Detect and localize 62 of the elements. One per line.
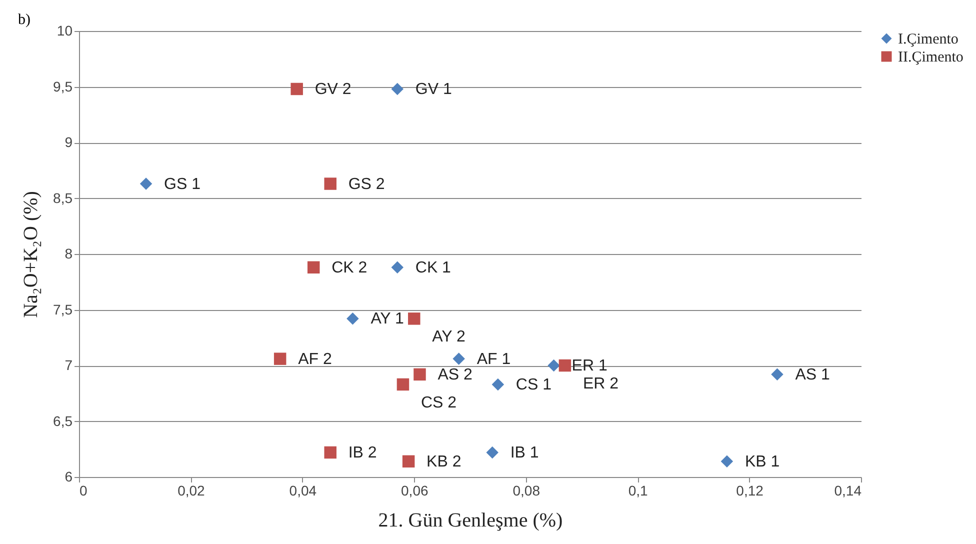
point: [408, 312, 420, 325]
point: [391, 82, 404, 96]
x-tick-label: 0,14: [834, 482, 862, 498]
y-tick-label: 6: [64, 468, 73, 484]
annotation: AS 1: [795, 366, 830, 384]
y-tick-label: 8: [64, 246, 73, 262]
x-tick-label: 0,04: [289, 482, 317, 498]
legend-label: II.Çimento: [898, 50, 964, 66]
annotation: CK 1: [415, 259, 452, 276]
point: [492, 378, 504, 391]
x-axis-title: 21. Gün Genleşme (%): [378, 510, 563, 532]
y-tick-label: 9,5: [53, 78, 73, 94]
y-tick-label: 7,5: [53, 301, 73, 318]
annotation: AF 2: [298, 350, 332, 368]
annotation: GV 1: [415, 80, 452, 98]
x-tick-label: 0,08: [512, 482, 540, 498]
annotation: CS 2: [420, 394, 457, 412]
x-tick-label: 0: [80, 482, 88, 498]
annotation: IB 1: [510, 444, 539, 462]
point: [720, 455, 734, 468]
annotation: KB 2: [426, 453, 462, 470]
point: [307, 261, 320, 274]
point: [402, 455, 415, 468]
annotation: AS 2: [438, 366, 473, 384]
y-tick-label: 6,5: [53, 412, 73, 429]
point: [548, 359, 560, 372]
annotation: IB 2: [348, 444, 377, 462]
point: [396, 378, 410, 391]
x-tick-label: 0,12: [736, 482, 764, 498]
point: [558, 359, 572, 372]
point: [324, 446, 336, 459]
annotation: ER 1: [572, 358, 608, 374]
text: b): [18, 12, 30, 29]
x-tick-label: 0,02: [178, 482, 206, 498]
y-axis-title: Na₂O+K₂O (%): [20, 191, 42, 318]
y-tick-label: 9: [64, 134, 73, 150]
annotation: ER 2: [582, 376, 619, 392]
point: [391, 261, 404, 274]
annotation: GS 1: [164, 176, 201, 193]
point: [346, 312, 359, 325]
point: [290, 82, 303, 96]
annotation: AY 2: [432, 328, 466, 346]
annotation: GS 2: [348, 176, 385, 193]
x-tick-label: 0,1: [628, 482, 648, 498]
legend-label: I.Çimento: [898, 32, 958, 48]
annotation: AF 1: [476, 350, 511, 368]
annotation: CS 1: [516, 376, 552, 394]
point: [414, 368, 426, 381]
y-tick-label: 8,5: [53, 190, 73, 206]
point: [140, 178, 152, 190]
annotation: CK 2: [332, 259, 368, 276]
point: [452, 352, 465, 365]
annotation: KB 1: [744, 453, 780, 470]
y-tick-label: 10: [56, 22, 73, 38]
point: [274, 352, 286, 365]
annotation: GV 2: [314, 80, 352, 98]
point: [486, 446, 498, 459]
point: [771, 368, 784, 381]
y-tick-label: 7: [64, 357, 73, 373]
x-tick-label: 0,06: [401, 482, 428, 498]
point: [324, 178, 336, 190]
annotation: AY 1: [370, 310, 404, 328]
